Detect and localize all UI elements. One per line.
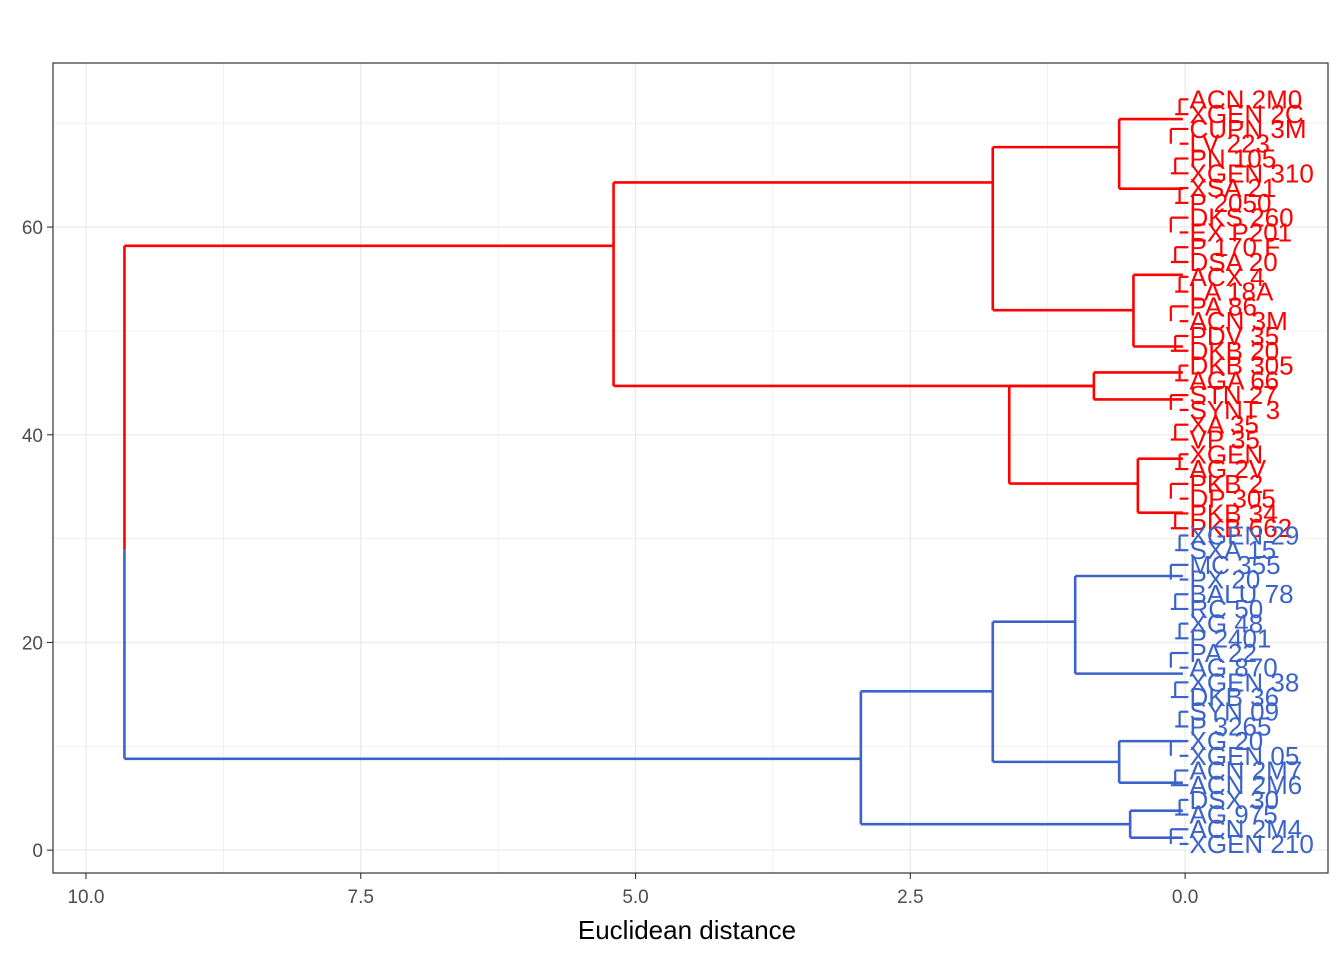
leaf-label: XGEN 29 <box>1190 521 1300 551</box>
leaf-label: P 2401 <box>1190 623 1272 653</box>
leaf-label: DKB 20 <box>1190 336 1280 366</box>
y-tick-label: 60 <box>22 218 43 239</box>
leaf-label: ACN 2M4 <box>1190 814 1303 844</box>
panel-frame <box>52 62 1329 874</box>
leaf-label: VP 35 <box>1190 424 1260 454</box>
leaf-label: LA 18A <box>1190 277 1275 307</box>
leaf-label: AG 2V <box>1190 454 1267 484</box>
leaf-label: AGA 66 <box>1190 365 1280 395</box>
leaf-label: PKB 662 <box>1190 513 1293 543</box>
y-tick-label: 40 <box>22 426 43 447</box>
leaf-label: SYN 09 <box>1190 697 1280 727</box>
leaf-label: PA 86 <box>1190 291 1257 321</box>
leaf-label: DP 305 <box>1190 484 1276 514</box>
leaf-label: ACN 2M6 <box>1190 770 1303 800</box>
x-axis-title: Euclidean distance <box>578 915 796 945</box>
leaf-label: PDV 35 <box>1190 321 1280 351</box>
leaf-label: P 3265 <box>1190 711 1272 741</box>
x-tick-label: 5.0 <box>622 887 648 908</box>
leaf-label: XGEN 2C <box>1190 99 1304 129</box>
leaf-label: PX 20 <box>1190 565 1261 595</box>
leaf-label: DKS 260 <box>1190 203 1294 233</box>
leaf-label: AG 870 <box>1190 653 1278 683</box>
leaf-label: ACN 2M7 <box>1190 755 1303 785</box>
leaf-label: XA 35 <box>1190 410 1259 440</box>
leaf-label: XGEN 05 <box>1190 741 1300 771</box>
x-axis: 10.0 7.5 5.0 2.5 0.0 <box>67 873 1198 908</box>
leaf-label: CUPN 3M <box>1190 114 1307 144</box>
leaf-label: PA 22 <box>1190 638 1257 668</box>
leaf-label: PKB 2 <box>1190 469 1264 499</box>
leaf-label: DSX 30 <box>1190 785 1280 815</box>
leaf-label: DKB 36 <box>1190 682 1280 712</box>
x-tick-label: 0.0 <box>1172 887 1198 908</box>
leaf-label: XGEN 210 <box>1190 829 1314 859</box>
leaf-label: P 2050 <box>1190 188 1272 218</box>
leaf-label: XG 48 <box>1190 609 1264 639</box>
plot-panel <box>53 63 1328 873</box>
leaf-label: LV 223 <box>1190 129 1270 159</box>
leaf-label: AG 975 <box>1190 800 1278 830</box>
leaf-label: XG 20 <box>1190 726 1264 756</box>
leaf-label: DSA 20 <box>1190 247 1278 277</box>
dendrogram-branches <box>123 98 1189 846</box>
leaf-label: ACN 3M <box>1190 306 1288 336</box>
y-axis: 0 20 40 60 <box>22 218 53 862</box>
y-tick-label: 0 <box>32 841 43 862</box>
leaf-label: ACX 4 <box>1190 262 1265 292</box>
leaf-label: XGEN 38 <box>1190 667 1300 697</box>
leaf-label: ACN 2M0 <box>1190 84 1303 114</box>
leaf-label: SXA 15 <box>1190 535 1277 565</box>
grid-lines <box>53 63 1328 873</box>
leaf-label: PN 105 <box>1190 144 1277 174</box>
leaf-label: P 170 F <box>1190 232 1281 262</box>
leaf-label: XGEN <box>1190 439 1264 469</box>
x-tick-label: 2.5 <box>897 887 923 908</box>
leaf-label: STN 27 <box>1190 380 1278 410</box>
x-tick-label: 10.0 <box>67 887 104 908</box>
y-tick-label: 20 <box>22 633 43 654</box>
leaf-label: XGEN 310 <box>1190 158 1314 188</box>
leaf-label: RC 50 <box>1190 594 1264 624</box>
leaf-label: BALU 78 <box>1190 579 1294 609</box>
leaf-label: DKB 305 <box>1190 351 1294 381</box>
leaf-label: SYNT 3 <box>1190 395 1281 425</box>
leaf-label: PKB 34 <box>1190 498 1278 528</box>
leaf-label: MC 355 <box>1190 550 1281 580</box>
x-tick-label: 7.5 <box>348 887 374 908</box>
leaf-label: XSA 21 <box>1190 173 1277 203</box>
leaf-label: EX P201 <box>1190 217 1293 247</box>
